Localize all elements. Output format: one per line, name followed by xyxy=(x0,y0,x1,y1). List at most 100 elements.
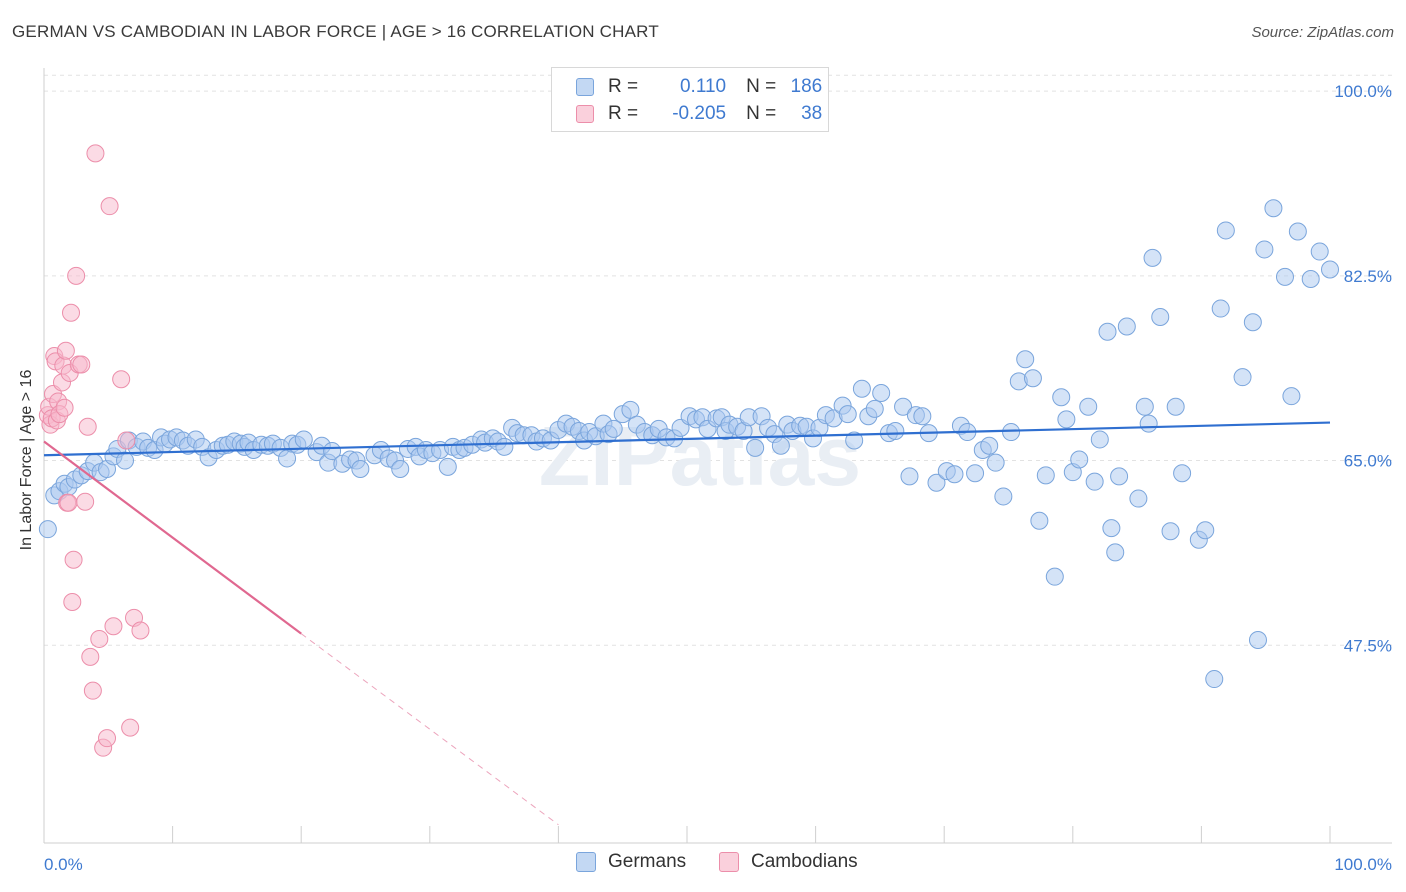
german-point xyxy=(1166,397,1185,416)
german-point xyxy=(1129,489,1148,508)
german-point xyxy=(1139,414,1158,433)
x-tick-label-end: 100.0% xyxy=(1334,855,1392,874)
german-point xyxy=(966,464,985,483)
german-point xyxy=(771,436,790,455)
cambodian-r-value: -0.205 xyxy=(672,103,727,124)
german-point xyxy=(1264,199,1283,218)
german-point xyxy=(1248,631,1267,649)
cambodian-legend-swatch xyxy=(719,852,739,872)
german-point xyxy=(1045,567,1064,586)
german-point xyxy=(1135,397,1154,416)
cambodian-point xyxy=(104,617,123,636)
german-point xyxy=(1301,270,1320,288)
german-point xyxy=(980,436,999,455)
bottom-legend-cambodians: Cambodians xyxy=(719,851,858,873)
german-point xyxy=(495,437,514,456)
german-point xyxy=(1079,397,1098,416)
german-trend-line xyxy=(43,421,1331,457)
cambodian-point xyxy=(112,370,131,389)
german-point xyxy=(1151,308,1170,326)
y-tick-label: 65.0% xyxy=(1344,452,1392,471)
german-point xyxy=(438,457,457,476)
cambodian-point xyxy=(117,431,136,450)
german-n-label: N = xyxy=(746,76,777,97)
cambodian-point xyxy=(63,593,82,611)
y-axis-label: In Labor Force | Age > 16 xyxy=(18,369,35,551)
cambodian-point xyxy=(100,197,119,216)
german-point xyxy=(746,438,765,457)
trend-lines xyxy=(43,421,1331,826)
german-point xyxy=(994,487,1013,506)
german-point xyxy=(1002,423,1021,442)
german-point xyxy=(913,407,932,426)
german-point xyxy=(351,460,370,478)
cambodian-point xyxy=(67,266,86,285)
german-point xyxy=(845,431,864,450)
german-point xyxy=(1102,519,1121,538)
german-point xyxy=(894,397,913,416)
cambodian-legend-label: Cambodians xyxy=(751,851,858,872)
german-point xyxy=(1211,299,1230,318)
german-point xyxy=(1070,450,1089,469)
german-point xyxy=(391,460,410,478)
german-point xyxy=(1196,521,1215,540)
correlation-legend: R = 0.110 N = 186 R = -0.205 N = 38 xyxy=(551,67,829,132)
german-point xyxy=(116,451,135,470)
gridlines xyxy=(44,74,1392,646)
cambodian-point xyxy=(56,341,75,360)
german-point xyxy=(1288,222,1307,241)
german-point xyxy=(1173,464,1192,483)
german-point xyxy=(1275,267,1294,286)
cambodian-point xyxy=(121,718,140,737)
german-point xyxy=(1233,368,1252,387)
cambodian-points xyxy=(38,144,150,757)
cambodian-trend-extension xyxy=(300,633,559,826)
cambodian-n-value: 38 xyxy=(801,103,823,124)
german-point xyxy=(1036,466,1055,485)
cambodian-point xyxy=(76,492,95,511)
cambodian-point xyxy=(86,144,105,163)
german-point xyxy=(945,465,964,484)
german-point xyxy=(294,430,313,449)
german-point xyxy=(1143,248,1162,267)
cambodian-point xyxy=(59,493,78,512)
german-point xyxy=(1106,543,1125,562)
german-point xyxy=(1243,313,1262,332)
german-legend-label: Germans xyxy=(608,851,687,872)
german-point xyxy=(886,422,905,440)
cambodian-point xyxy=(64,550,83,569)
german-point xyxy=(38,520,57,539)
source-label: Source: ZipAtlas.com xyxy=(1251,24,1394,41)
german-point xyxy=(1057,410,1076,429)
german-point xyxy=(1117,317,1136,336)
german-point xyxy=(865,399,884,418)
cambodian-r-label: R = xyxy=(608,103,639,124)
cambodian-swatch xyxy=(576,105,594,123)
german-point xyxy=(1016,350,1035,369)
german-point xyxy=(1023,369,1042,388)
german-point xyxy=(1090,430,1109,449)
x-tick-label-start: 0.0% xyxy=(44,855,83,874)
cambodian-point xyxy=(98,729,117,748)
german-point xyxy=(927,473,946,492)
german-legend-swatch xyxy=(576,852,596,872)
axes xyxy=(43,68,1392,844)
legend-row-cambodians: R = -0.205 N = 38 xyxy=(576,102,822,126)
german-point xyxy=(852,379,871,398)
y-tick-label: 47.5% xyxy=(1344,636,1392,655)
german-r-value: 0.110 xyxy=(679,76,727,97)
german-points xyxy=(38,199,1339,689)
german-point xyxy=(604,419,623,438)
cambodian-point xyxy=(78,417,97,436)
tick-labels: 47.5% 65.0% 82.5% 100.0% 0.0% 100.0% xyxy=(44,82,1392,874)
chart-title: GERMAN VS CAMBODIAN IN LABOR FORCE | AGE… xyxy=(12,22,659,41)
cambodian-point xyxy=(90,629,109,648)
german-point xyxy=(1098,322,1117,341)
german-point xyxy=(1321,260,1339,279)
german-swatch xyxy=(576,78,594,96)
german-r-label: R = xyxy=(608,76,639,97)
german-point xyxy=(1255,240,1274,259)
y-tick-label: 100.0% xyxy=(1334,82,1392,101)
german-point xyxy=(1282,387,1301,406)
german-point xyxy=(1216,221,1235,240)
